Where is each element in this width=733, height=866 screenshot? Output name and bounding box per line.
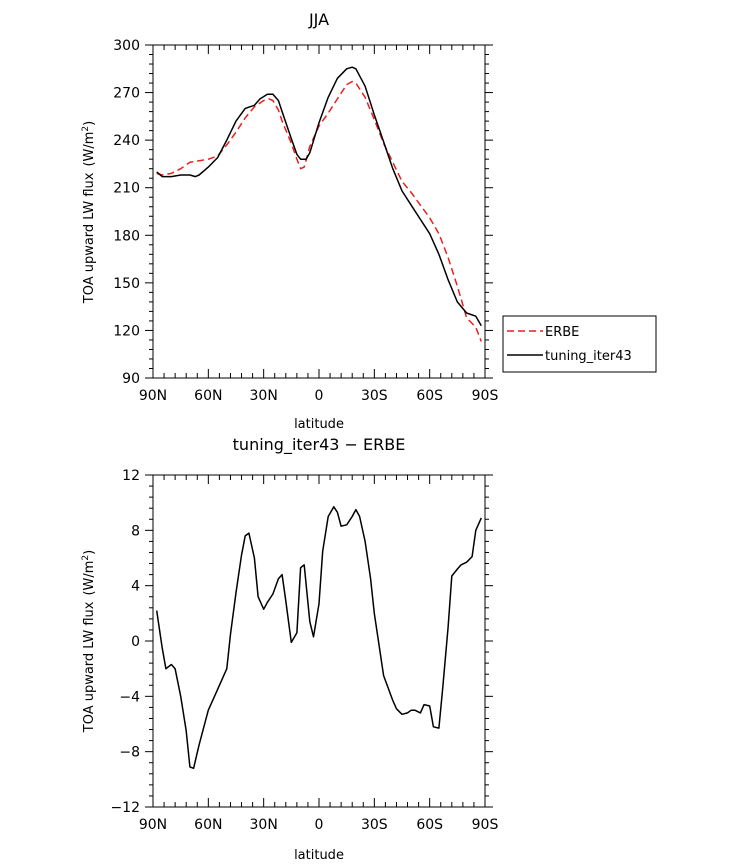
y-axis-label-unit-close: ) <box>82 121 97 126</box>
y-tick-label: 150 <box>113 276 140 292</box>
x-tick-label: 90S <box>472 817 499 833</box>
x-tick-label: 60N <box>194 388 222 404</box>
top-panel-ticks <box>145 44 493 379</box>
x-tick-label: 90N <box>139 388 167 404</box>
y-tick-label: −8 <box>119 745 140 761</box>
bottom-panel-x-axis-label: latitude <box>294 848 344 863</box>
legend-label-tuning: tuning_iter43 <box>545 349 632 364</box>
top-panel-y-axis-label: TOA upward LW flux (W/m2) <box>81 121 97 305</box>
bottom-panel-y-axis-label: TOA upward LW flux (W/m2) <box>81 550 97 734</box>
x-tick-label: 0 <box>315 388 324 404</box>
top-panel-x-axis-label: latitude <box>294 417 344 432</box>
top-panel-series <box>156 66 482 342</box>
top-panel: JJA 90 120 150 180 210 240 270 300 90N 60N 30N 0 30… <box>81 10 657 432</box>
bottom-panel-frame <box>152 474 486 808</box>
y-tick-label: 8 <box>131 523 140 539</box>
legend: ERBE tuning_iter43 <box>502 315 657 373</box>
legend-label-erbe: ERBE <box>545 325 579 340</box>
x-tick-label: 90S <box>472 388 499 404</box>
y-tick-label: 240 <box>113 133 140 149</box>
y-tick-label: 0 <box>131 634 140 650</box>
top-panel-x-tick-labels: 90N 60N 30N 0 30S 60S 90S <box>139 388 499 404</box>
top-panel-frame <box>152 44 486 379</box>
y-axis-label-unit: (W/m <box>82 561 97 596</box>
y-axis-label-unit-exponent: 2 <box>81 126 91 132</box>
y-tick-label: 270 <box>113 86 140 102</box>
y-axis-label-unit-exponent: 2 <box>81 555 91 561</box>
legend-box <box>502 315 657 373</box>
x-tick-label: 60S <box>416 817 443 833</box>
y-tick-label: 180 <box>113 228 140 244</box>
x-tick-label: 90N <box>139 817 167 833</box>
y-tick-label: 12 <box>122 468 140 484</box>
x-tick-label: 0 <box>315 817 324 833</box>
y-tick-label: −4 <box>119 689 140 705</box>
y-tick-label: 90 <box>122 371 140 387</box>
y-tick-label: 210 <box>113 181 140 197</box>
x-tick-label: 30N <box>250 817 278 833</box>
y-axis-label-name: TOA upward LW flux <box>82 172 97 304</box>
x-tick-label: 60N <box>194 817 222 833</box>
y-tick-label: −12 <box>110 800 140 816</box>
y-tick-label: 300 <box>113 38 140 54</box>
top-panel-title: JJA <box>308 10 329 29</box>
series-line-tuning-iter43 <box>156 66 482 327</box>
bottom-panel: tuning_iter43 − ERBE −12 −8 −4 0 4 8 12 90N 60N… <box>81 435 498 863</box>
bottom-panel-series <box>155 506 482 770</box>
bottom-panel-title: tuning_iter43 − ERBE <box>233 435 406 455</box>
y-tick-label: 4 <box>131 579 140 595</box>
y-axis-label-name: TOA upward LW flux <box>82 601 97 733</box>
x-tick-label: 30N <box>250 388 278 404</box>
y-axis-label-unit: (W/m <box>82 132 97 167</box>
bottom-panel-ticks <box>145 474 493 808</box>
x-tick-label: 60S <box>416 388 443 404</box>
top-panel-y-tick-labels: 90 120 150 180 210 240 270 300 <box>113 38 140 387</box>
bottom-panel-y-tick-labels: −12 −8 −4 0 4 8 12 <box>110 468 140 816</box>
y-tick-label: 120 <box>113 323 140 339</box>
bottom-panel-x-tick-labels: 90N 60N 30N 0 30S 60S 90S <box>139 817 499 833</box>
x-tick-label: 30S <box>361 388 388 404</box>
x-tick-label: 30S <box>361 817 388 833</box>
series-line-difference <box>155 506 482 770</box>
y-axis-label-unit-close: ) <box>82 550 97 555</box>
